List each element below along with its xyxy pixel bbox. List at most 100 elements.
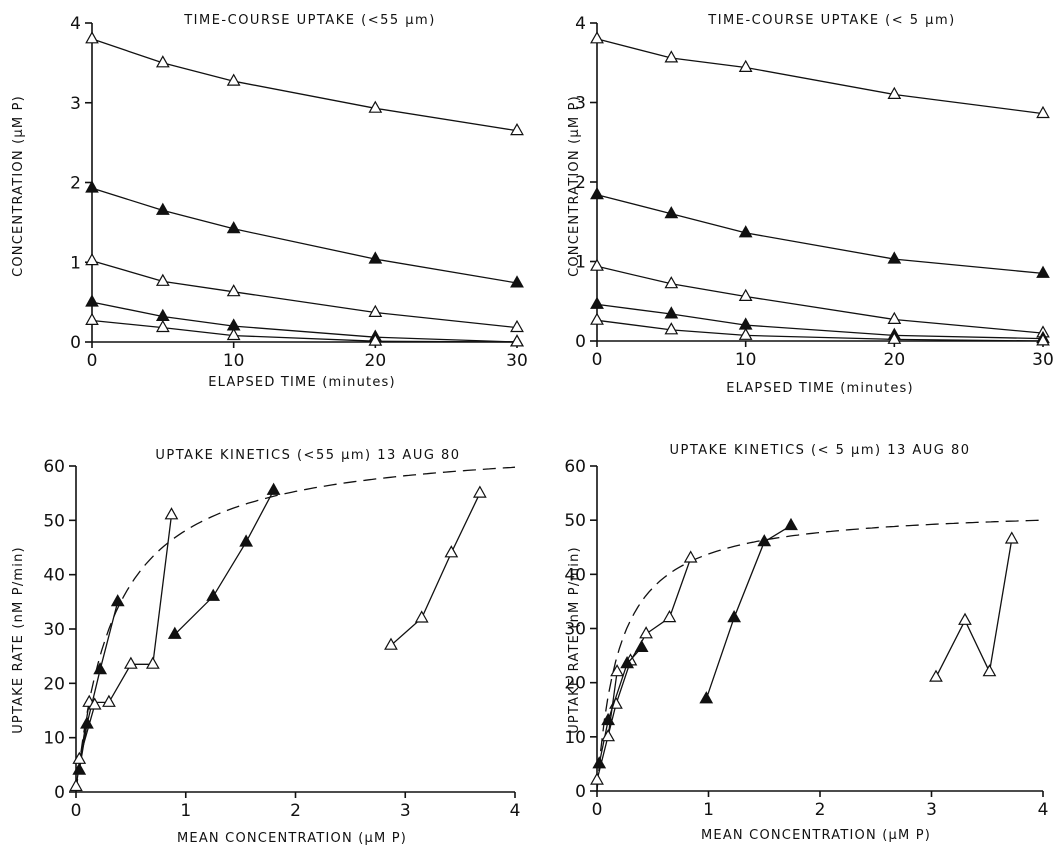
open-triangle-point xyxy=(662,609,677,623)
series-line xyxy=(596,38,1044,115)
x-tick-label: 0 xyxy=(87,351,98,371)
y-tick-label: 60 xyxy=(43,457,65,477)
open-triangle-point xyxy=(85,312,99,325)
open-triangle-point xyxy=(155,319,170,333)
uptake-kinetics-5um-chart: UPTAKE KINETICS (< 5 µm) 13 AUG 80 UPTAK… xyxy=(564,443,1048,843)
open-triangle-point xyxy=(664,322,679,335)
chart-title: TIME-COURSE UPTAKE (<55 µm) xyxy=(183,13,436,28)
series-line xyxy=(705,525,792,700)
x-tick-label: 20 xyxy=(884,350,906,370)
open-triangle-point xyxy=(683,550,698,563)
y-tick-label: 4 xyxy=(575,14,586,34)
filled-triangle-point xyxy=(85,180,99,193)
open-triangle-point xyxy=(226,73,241,86)
chart-title: TIME-COURSE UPTAKE (< 5 µm) xyxy=(707,13,955,28)
open-triangle-point xyxy=(368,304,383,317)
series-line xyxy=(596,194,1044,275)
y-axis-label: CONCENTRATION (µM P) xyxy=(11,95,26,277)
open-triangle-point xyxy=(87,697,102,710)
y-tick-label: 3 xyxy=(70,94,81,114)
open-triangle-point xyxy=(72,751,87,764)
open-triangle-point xyxy=(510,334,524,347)
open-triangle-point xyxy=(155,55,170,68)
x-axis-label: ELAPSED TIME (minutes) xyxy=(726,381,914,396)
series-line xyxy=(75,514,173,787)
y-tick-label: 0 xyxy=(575,332,586,352)
open-triangle-point xyxy=(384,637,398,650)
series-line xyxy=(174,490,275,635)
filled-triangle-point xyxy=(727,609,742,623)
filled-triangle-point xyxy=(510,275,524,288)
y-tick-label: 40 xyxy=(43,566,65,586)
filled-triangle-point xyxy=(167,626,182,639)
y-tick-label: 30 xyxy=(43,620,65,640)
x-tick-label: 3 xyxy=(926,800,937,820)
filled-triangle-point xyxy=(110,594,125,607)
series-line xyxy=(596,557,692,781)
open-triangle-point xyxy=(887,86,902,100)
open-triangle-point xyxy=(887,331,902,344)
x-tick-label: 0 xyxy=(71,801,82,821)
open-triangle-point xyxy=(368,333,383,346)
open-triangle-point xyxy=(145,656,160,669)
open-triangle-point xyxy=(1036,105,1050,119)
filled-triangle-point xyxy=(592,756,607,769)
y-axis-label: UPTAKE RATE (nM P/min) xyxy=(567,546,582,734)
open-triangle-point xyxy=(738,288,753,301)
x-axis-label: MEAN CONCENTRATION (µM P) xyxy=(701,828,931,843)
y-axis-label: CONCENTRATION (µM P) xyxy=(567,95,582,277)
filled-triangle-point xyxy=(226,221,241,234)
y-tick-label: 0 xyxy=(70,333,81,353)
open-triangle-point xyxy=(155,273,170,286)
open-triangle-point xyxy=(664,276,679,289)
open-triangle-point xyxy=(226,327,241,341)
open-triangle-point xyxy=(738,327,753,340)
x-tick-label: 30 xyxy=(506,351,528,371)
filled-triangle-point xyxy=(784,517,798,531)
filled-triangle-point xyxy=(155,202,170,215)
y-tick-label: 60 xyxy=(564,457,586,477)
filled-triangle-point xyxy=(738,225,753,238)
series-line xyxy=(78,601,119,771)
open-triangle-point xyxy=(590,772,604,785)
series-line xyxy=(596,303,1044,340)
series-line xyxy=(91,38,518,132)
x-tick-label: 0 xyxy=(592,350,603,370)
filled-triangle-point xyxy=(699,691,714,704)
filled-triangle-point xyxy=(93,662,108,675)
y-tick-label: 2 xyxy=(575,173,586,193)
y-tick-label: 10 xyxy=(43,729,65,749)
open-triangle-point xyxy=(590,31,604,44)
filled-triangle-point xyxy=(266,482,281,495)
x-axis-label: ELAPSED TIME (minutes) xyxy=(208,375,396,390)
x-tick-label: 1 xyxy=(180,801,191,821)
filled-triangle-point xyxy=(664,306,679,319)
open-triangle-point xyxy=(664,50,679,63)
open-triangle-point xyxy=(444,545,459,558)
series-line xyxy=(596,265,1044,334)
filled-triangle-point xyxy=(738,317,753,330)
filled-triangle-point xyxy=(85,294,99,307)
y-tick-label: 20 xyxy=(564,674,586,694)
open-triangle-point xyxy=(958,612,972,625)
y-tick-label: 50 xyxy=(564,511,586,531)
filled-triangle-point xyxy=(368,251,383,264)
open-triangle-point xyxy=(69,778,83,792)
series-line xyxy=(598,647,643,765)
y-tick-label: 0 xyxy=(54,783,65,803)
chart-title: UPTAKE KINETICS (< 5 µm) 13 AUG 80 xyxy=(669,443,970,458)
x-tick-label: 4 xyxy=(510,801,521,821)
y-tick-label: 3 xyxy=(575,94,586,114)
filled-triangle-point xyxy=(664,206,679,219)
open-triangle-point xyxy=(226,284,241,297)
filled-triangle-point xyxy=(887,251,902,264)
y-tick-label: 2 xyxy=(70,174,81,194)
x-tick-label: 10 xyxy=(735,350,757,370)
open-triangle-point xyxy=(982,664,997,677)
y-tick-label: 1 xyxy=(70,253,81,273)
x-tick-label: 2 xyxy=(290,801,301,821)
y-tick-label: 10 xyxy=(564,728,586,748)
open-triangle-point xyxy=(123,656,138,669)
y-axis-label: UPTAKE RATE (nM P/min) xyxy=(11,546,26,734)
